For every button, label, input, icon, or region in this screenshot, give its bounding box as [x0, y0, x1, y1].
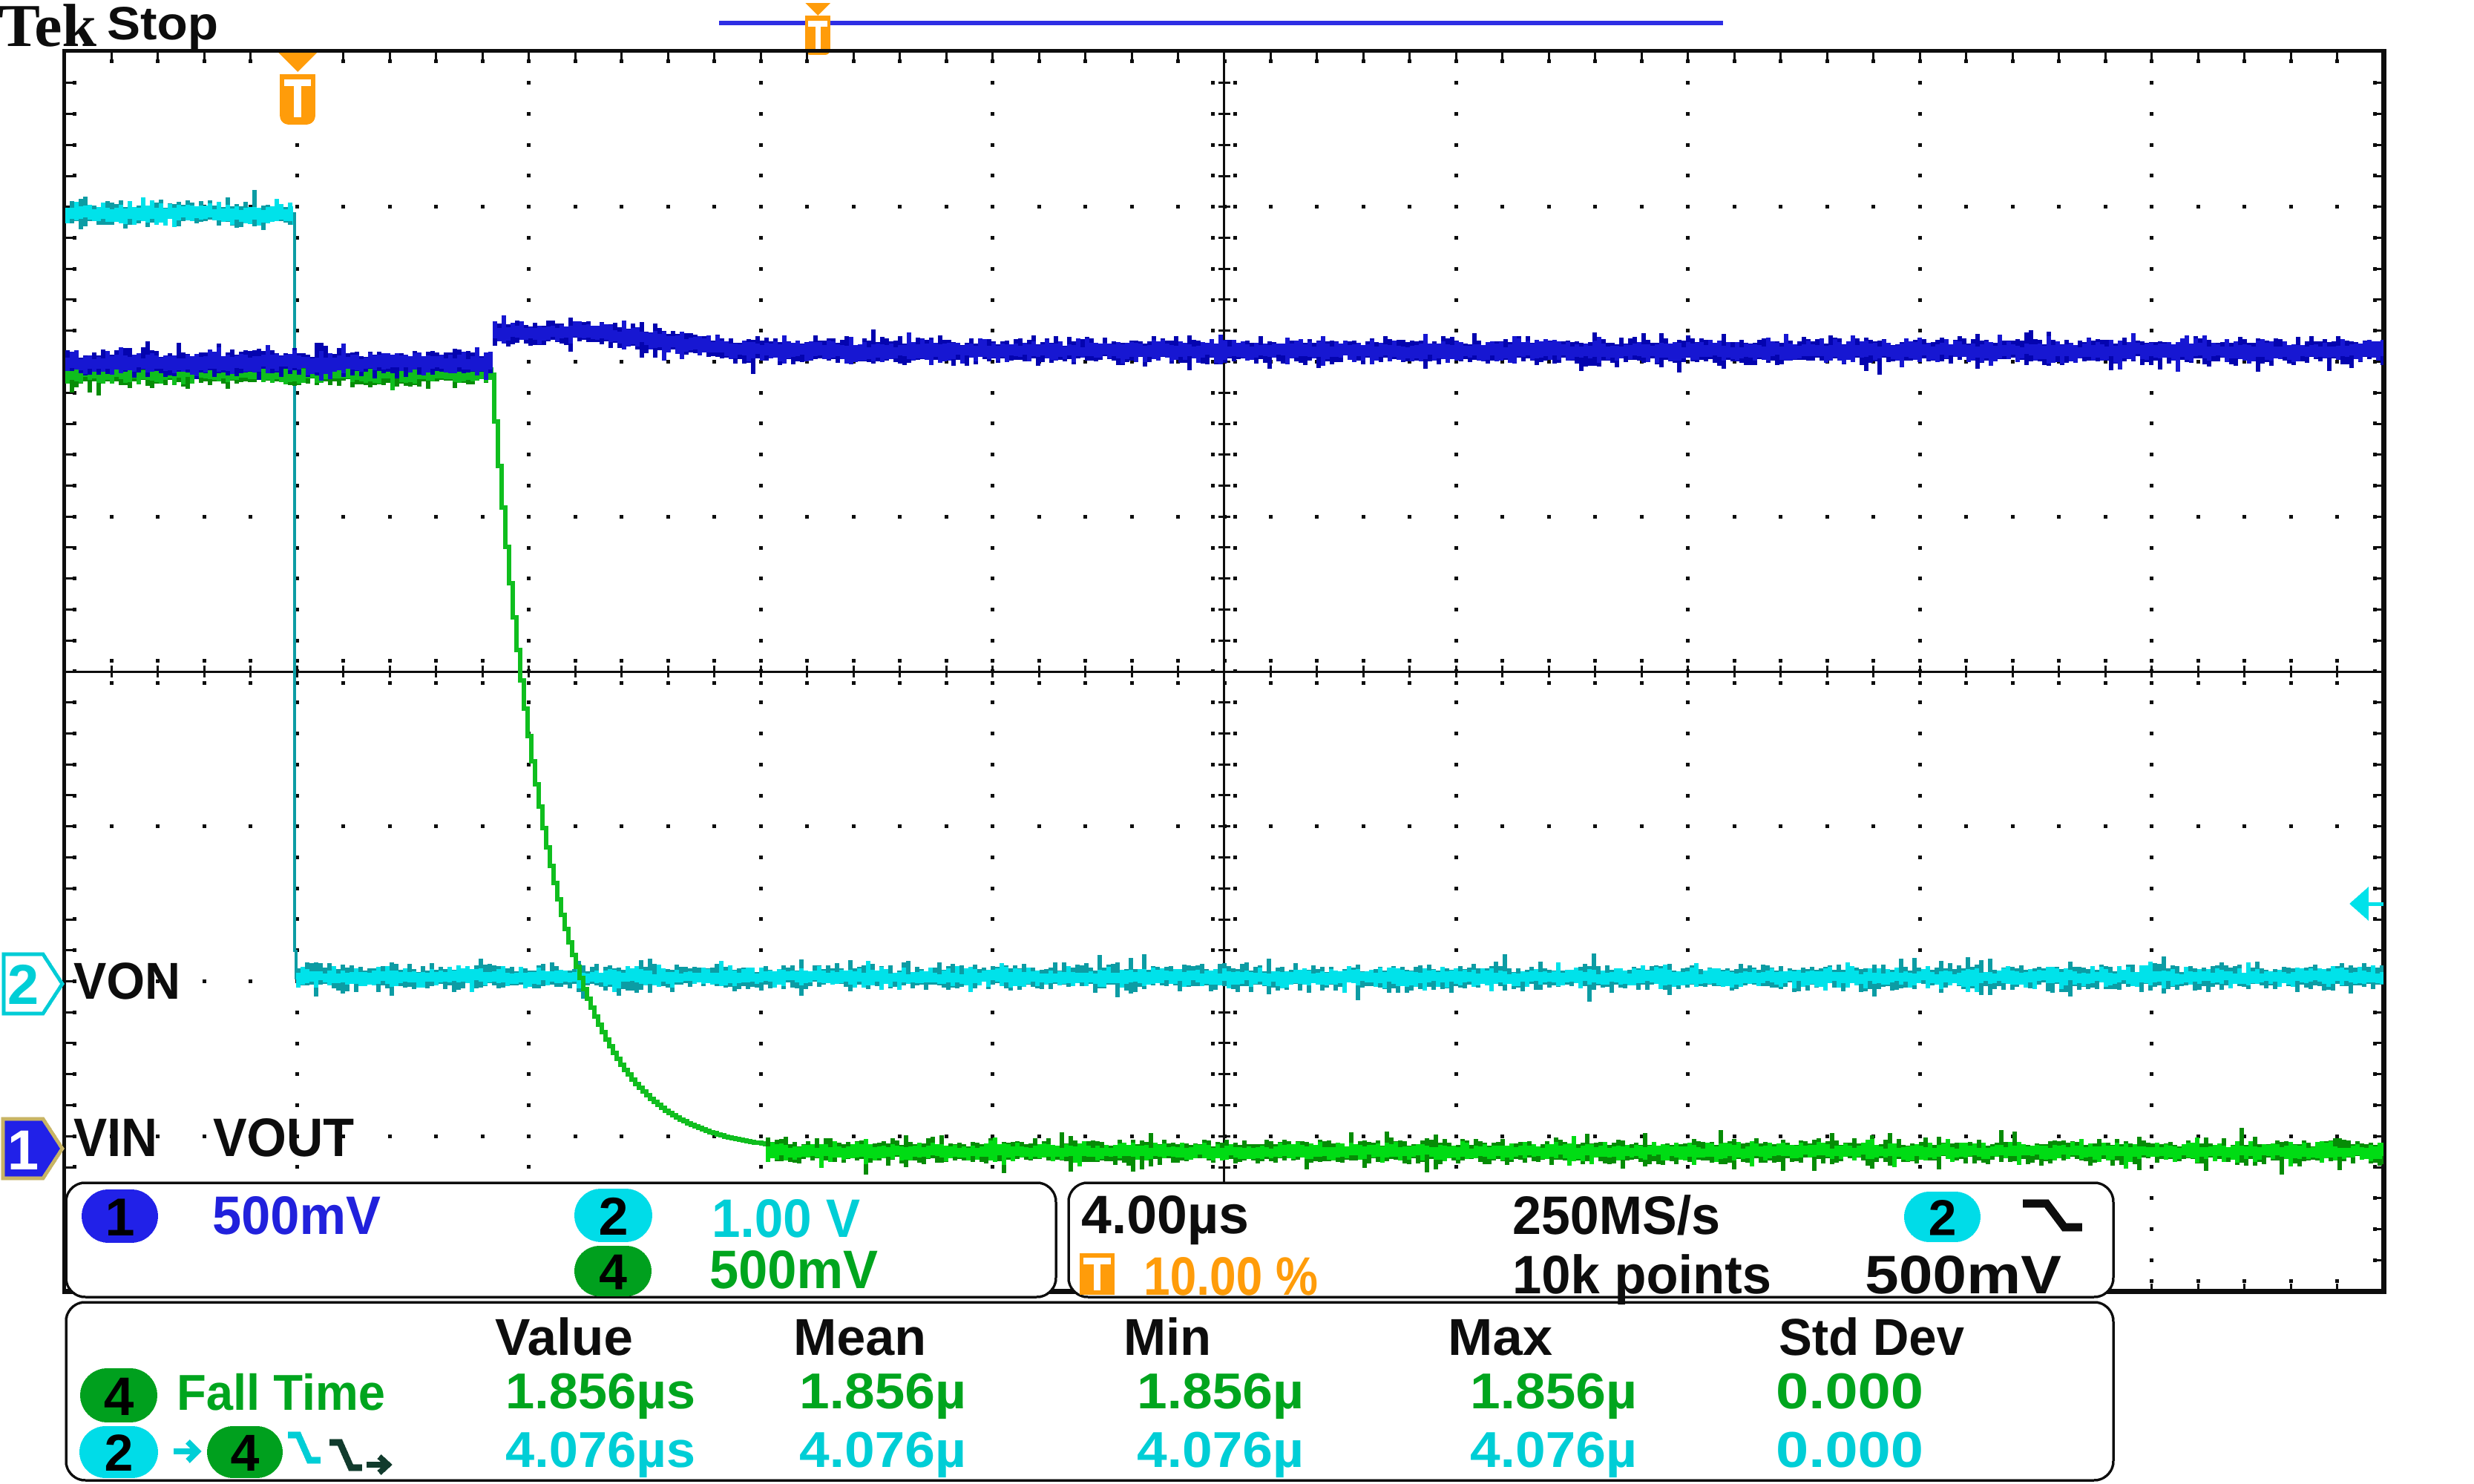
svg-text:VON: VON	[73, 952, 180, 1010]
svg-text:500mV: 500mV	[212, 1186, 381, 1246]
svg-text:Mean: Mean	[793, 1308, 926, 1366]
svg-text:1.856µ: 1.856µ	[1470, 1363, 1637, 1419]
svg-text:1.00 V: 1.00 V	[712, 1189, 860, 1249]
svg-text:2: 2	[598, 1187, 628, 1247]
svg-text:2: 2	[105, 1424, 134, 1482]
svg-text:1.856µs: 1.856µs	[505, 1363, 695, 1419]
svg-text:1: 1	[105, 1188, 134, 1247]
svg-text:4: 4	[104, 1367, 134, 1427]
svg-text:1.856µ: 1.856µ	[1137, 1363, 1304, 1419]
svg-text:4: 4	[599, 1244, 627, 1300]
svg-text:4.076µs: 4.076µs	[505, 1422, 695, 1478]
svg-text:4.076µ: 4.076µ	[1137, 1422, 1304, 1478]
svg-text:4.076µ: 4.076µ	[1470, 1422, 1637, 1478]
svg-text:1: 1	[7, 1119, 39, 1182]
svg-text:Fall Time: Fall Time	[177, 1365, 385, 1421]
svg-text:VIN: VIN	[73, 1108, 157, 1168]
svg-text:4.076µ: 4.076µ	[799, 1422, 966, 1478]
svg-text:10k points: 10k points	[1512, 1245, 1771, 1305]
svg-text:250MS/s: 250MS/s	[1512, 1186, 1720, 1246]
svg-text:Min: Min	[1123, 1308, 1211, 1366]
svg-text:VOUT: VOUT	[213, 1108, 354, 1168]
svg-text:500mV: 500mV	[1865, 1245, 2061, 1305]
svg-text:0.000: 0.000	[1776, 1422, 1923, 1478]
svg-text:2: 2	[7, 953, 39, 1017]
svg-text:0.000: 0.000	[1776, 1363, 1923, 1419]
svg-text:Value: Value	[495, 1308, 633, 1366]
svg-text:10.00 %: 10.00 %	[1144, 1247, 1318, 1307]
svg-text:1.856µ: 1.856µ	[799, 1363, 966, 1419]
svg-text:Max: Max	[1448, 1308, 1552, 1366]
svg-text:4.00µs: 4.00µs	[1081, 1185, 1249, 1245]
svg-text:2: 2	[1929, 1189, 1957, 1246]
svg-text:Std Dev: Std Dev	[1779, 1308, 1964, 1366]
svg-text:Stop: Stop	[107, 0, 218, 50]
svg-text:500mV: 500mV	[709, 1240, 878, 1300]
svg-text:4: 4	[231, 1424, 260, 1482]
